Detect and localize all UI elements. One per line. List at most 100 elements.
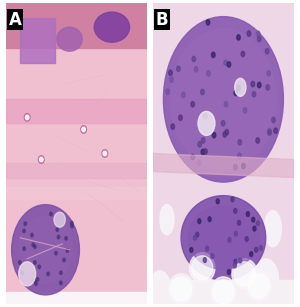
Ellipse shape xyxy=(21,271,24,275)
Ellipse shape xyxy=(246,271,272,301)
Ellipse shape xyxy=(252,91,256,97)
Ellipse shape xyxy=(170,277,192,301)
Ellipse shape xyxy=(12,205,80,295)
Ellipse shape xyxy=(234,262,255,286)
Ellipse shape xyxy=(242,163,245,169)
Ellipse shape xyxy=(182,92,185,98)
Ellipse shape xyxy=(234,165,237,170)
Ellipse shape xyxy=(196,232,199,237)
Ellipse shape xyxy=(257,82,261,88)
Ellipse shape xyxy=(168,274,194,304)
Ellipse shape xyxy=(253,259,278,301)
Ellipse shape xyxy=(102,150,108,157)
Ellipse shape xyxy=(248,274,269,298)
Ellipse shape xyxy=(255,247,258,252)
Ellipse shape xyxy=(272,117,275,122)
Ellipse shape xyxy=(234,208,237,213)
Ellipse shape xyxy=(198,219,201,223)
Ellipse shape xyxy=(206,246,209,251)
Ellipse shape xyxy=(258,36,261,42)
Ellipse shape xyxy=(232,259,257,289)
Ellipse shape xyxy=(211,254,214,258)
Ellipse shape xyxy=(23,247,26,251)
Ellipse shape xyxy=(253,226,256,231)
Bar xyxy=(6,99,147,123)
Ellipse shape xyxy=(35,282,37,286)
Ellipse shape xyxy=(63,258,65,262)
Ellipse shape xyxy=(55,251,57,255)
Ellipse shape xyxy=(24,222,26,226)
Ellipse shape xyxy=(82,127,85,132)
Ellipse shape xyxy=(198,111,215,135)
Ellipse shape xyxy=(235,78,246,96)
Ellipse shape xyxy=(201,89,204,95)
Ellipse shape xyxy=(60,281,62,285)
Ellipse shape xyxy=(211,277,236,307)
Ellipse shape xyxy=(221,121,225,126)
Ellipse shape xyxy=(237,85,240,91)
Ellipse shape xyxy=(207,71,210,76)
Ellipse shape xyxy=(256,138,260,143)
Text: B: B xyxy=(156,10,168,29)
Ellipse shape xyxy=(268,128,271,134)
Ellipse shape xyxy=(231,197,234,202)
Ellipse shape xyxy=(225,130,229,135)
Ellipse shape xyxy=(198,142,201,147)
Ellipse shape xyxy=(190,247,193,252)
Bar xyxy=(6,162,147,177)
Ellipse shape xyxy=(256,31,260,37)
Ellipse shape xyxy=(206,20,210,25)
Ellipse shape xyxy=(57,27,82,51)
Ellipse shape xyxy=(208,217,211,222)
Ellipse shape xyxy=(203,113,207,119)
Ellipse shape xyxy=(65,236,67,240)
Ellipse shape xyxy=(149,271,170,307)
Ellipse shape xyxy=(250,252,253,257)
Ellipse shape xyxy=(274,128,278,133)
Polygon shape xyxy=(20,18,56,63)
Ellipse shape xyxy=(103,151,106,156)
Ellipse shape xyxy=(259,246,262,250)
Ellipse shape xyxy=(190,253,215,283)
Ellipse shape xyxy=(251,81,255,87)
Ellipse shape xyxy=(40,157,43,162)
Ellipse shape xyxy=(252,217,255,222)
Ellipse shape xyxy=(166,89,169,95)
Ellipse shape xyxy=(223,132,226,137)
Ellipse shape xyxy=(238,258,242,263)
Ellipse shape xyxy=(256,221,260,226)
Ellipse shape xyxy=(50,212,52,216)
Ellipse shape xyxy=(192,56,196,62)
Ellipse shape xyxy=(212,52,215,58)
Ellipse shape xyxy=(238,140,242,145)
Ellipse shape xyxy=(227,62,231,67)
Ellipse shape xyxy=(224,102,228,107)
Ellipse shape xyxy=(234,231,237,236)
Ellipse shape xyxy=(169,70,172,76)
Ellipse shape xyxy=(194,235,196,240)
Ellipse shape xyxy=(71,224,73,228)
Ellipse shape xyxy=(57,235,60,239)
Polygon shape xyxy=(6,3,147,48)
Ellipse shape xyxy=(56,228,58,231)
Ellipse shape xyxy=(60,271,62,274)
Ellipse shape xyxy=(19,217,72,283)
Bar xyxy=(6,187,147,199)
Ellipse shape xyxy=(264,211,281,247)
Ellipse shape xyxy=(237,220,241,225)
Ellipse shape xyxy=(188,206,259,269)
Ellipse shape xyxy=(234,90,238,96)
Ellipse shape xyxy=(246,212,249,216)
Ellipse shape xyxy=(179,115,182,120)
Ellipse shape xyxy=(24,114,30,121)
Ellipse shape xyxy=(212,132,216,138)
Bar xyxy=(153,280,294,304)
Ellipse shape xyxy=(213,280,234,304)
Ellipse shape xyxy=(191,102,194,107)
Ellipse shape xyxy=(47,272,50,276)
Ellipse shape xyxy=(228,237,231,242)
Ellipse shape xyxy=(191,154,194,160)
Ellipse shape xyxy=(247,31,251,36)
Ellipse shape xyxy=(19,261,21,264)
Ellipse shape xyxy=(224,60,227,65)
